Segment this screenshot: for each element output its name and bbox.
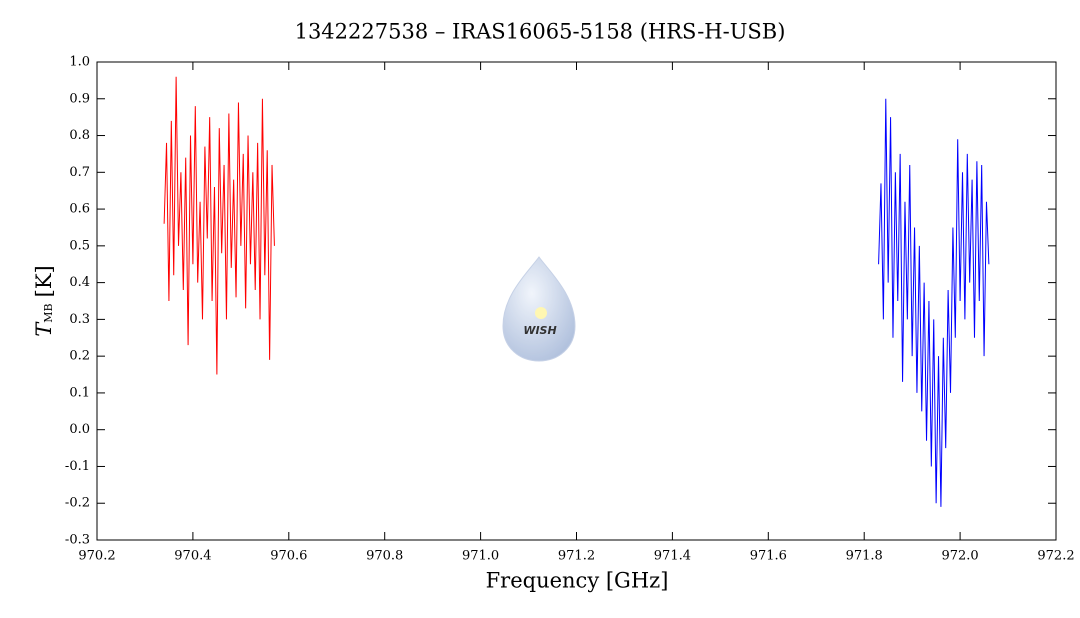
watermark: WISH [502,256,576,362]
y-tick-label: 0.8 [69,128,90,143]
watermark-star [535,307,547,319]
x-tick-label: 970.2 [78,549,115,564]
y-label-subscript: MB [42,303,55,322]
x-tick-label: 970.4 [174,549,211,564]
y-label-symbol: T [32,321,56,337]
y-tick-label: -0.3 [65,533,90,548]
x-tick-label: 970.6 [270,549,307,564]
plot-frame [96,61,1057,541]
spectrum-line [163,76,275,375]
x-tick-label: 971.8 [846,549,883,564]
chart-title: 1342227538 – IRAS16065-5158 (HRS-H-USB) [295,20,786,44]
y-tick-label: 0.0 [69,422,90,437]
x-tick-label: 972.2 [1037,549,1074,564]
y-tick-label: -0.2 [65,496,90,511]
x-tick-label: 972.0 [941,549,978,564]
spectrum-line [878,98,990,507]
y-tick-label: 0.5 [69,238,90,253]
x-tick-label: 971.4 [654,549,691,564]
watermark-text: WISH [523,324,556,337]
x-tick-label: 971.0 [462,549,499,564]
x-tick-label: 970.8 [366,549,403,564]
y-tick-label: 0.9 [69,91,90,106]
y-tick-label: 0.7 [69,165,90,180]
y-tick-label: -0.1 [65,459,90,474]
y-tick-label: 0.2 [69,349,90,364]
y-tick-label: 0.1 [69,385,90,400]
x-tick-label: 971.6 [750,549,787,564]
x-axis-label: Frequency [GHz] [486,569,669,593]
y-label-unit: [K] [32,265,56,297]
y-axis-label: TMB [K] [32,265,56,336]
y-tick-label: 0.4 [69,275,90,290]
y-tick-label: 0.3 [69,312,90,327]
y-tick-label: 1.0 [69,55,90,70]
x-tick-label: 971.2 [558,549,595,564]
y-tick-label: 0.6 [69,202,90,217]
